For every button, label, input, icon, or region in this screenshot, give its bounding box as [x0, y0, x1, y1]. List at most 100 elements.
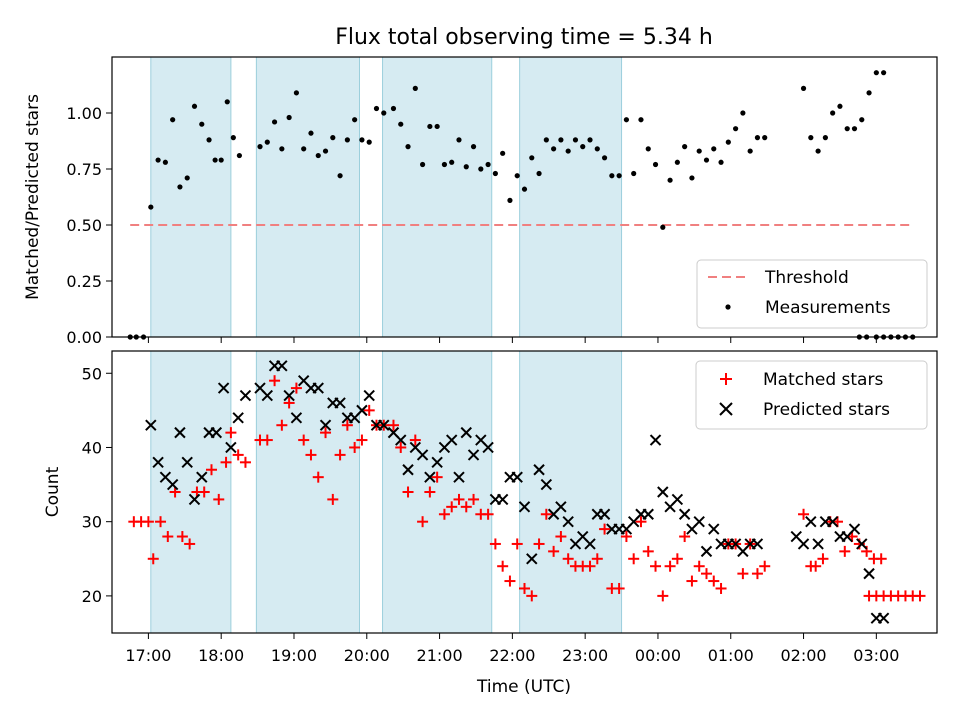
predicted-star-point: [424, 471, 436, 483]
ratio-y-ticks: 0.00 0.25 0.50 0.75 1.00: [66, 104, 112, 347]
x-tick-label: 20:00: [344, 646, 390, 665]
predicted-star-point: [261, 389, 274, 402]
measurement-point: [762, 135, 768, 141]
x-tick-label: 00:00: [635, 646, 681, 665]
predicted-legend-swatch: [719, 402, 733, 416]
y-tick-label: 20: [82, 587, 102, 606]
matched-star-point: [409, 434, 421, 446]
predicted-star-point: [555, 501, 567, 513]
measurement-point: [747, 148, 753, 154]
y-tick-label: 1.00: [66, 104, 102, 123]
predicted-star-point: [188, 493, 201, 506]
matched-star-point: [664, 560, 676, 572]
threshold-legend-label: Threshold: [764, 268, 849, 288]
measurement-point: [529, 155, 535, 161]
matched-star-point: [198, 486, 210, 498]
measurement-point: [725, 139, 731, 145]
predicted-star-point: [210, 426, 223, 439]
predicted-star-point: [196, 471, 208, 483]
measurement-point: [638, 117, 644, 123]
predicted-star-point: [826, 515, 839, 528]
observing-window: [519, 350, 623, 634]
measurements-legend-label: Measurements: [765, 298, 891, 318]
matched-star-point: [613, 582, 625, 594]
predicted-star-point: [540, 478, 553, 491]
measurement-point: [601, 155, 608, 161]
measurement-point: [580, 144, 586, 150]
measurement-point: [652, 161, 659, 168]
count-y-ticks: 20 30 40 50: [82, 364, 112, 606]
matched-star-point: [431, 471, 443, 483]
measurement-point: [492, 170, 498, 177]
matched-star-point: [162, 531, 174, 543]
matched-star-point: [635, 516, 647, 528]
predicted-star-point: [856, 538, 868, 550]
measurement-point: [352, 117, 358, 123]
matched-star-point: [519, 582, 530, 594]
measurement-point: [594, 146, 600, 152]
y-tick-label: 30: [82, 513, 102, 532]
measurement-point: [337, 173, 343, 179]
measurement-point: [373, 105, 380, 112]
measurement-point: [609, 173, 615, 179]
predicted-star-point: [334, 397, 346, 409]
predicted-star-point: [657, 486, 669, 498]
predicted-star-point: [395, 434, 407, 446]
matched-star-point: [555, 531, 567, 543]
predicted-star-point: [708, 523, 720, 535]
measurement-point: [301, 146, 307, 152]
measurement-point: [500, 150, 506, 156]
matched-star-point: [489, 538, 501, 550]
measurement-point: [572, 137, 579, 143]
matched-star-point: [327, 493, 339, 505]
measurement-point: [844, 126, 850, 132]
measurement-point: [456, 137, 462, 143]
measurement-point: [822, 135, 828, 141]
count-legend-box: [695, 360, 928, 430]
measurement-point: [558, 137, 564, 143]
predicted-legend-label: Predicted stars: [763, 400, 890, 420]
matched-star-point: [468, 493, 480, 505]
predicted-star-point: [812, 538, 824, 550]
matched-star-point: [225, 427, 237, 439]
measurement-point: [236, 152, 242, 159]
matched-star-point: [453, 493, 465, 505]
matched-star-point: [650, 560, 662, 572]
measurement-point: [441, 161, 448, 168]
matched-star-point: [497, 560, 509, 572]
measurement-point: [271, 119, 278, 125]
ratio-plot-frame: [111, 56, 938, 338]
matched-star-point: [540, 508, 552, 520]
predicted-star-point: [598, 508, 611, 520]
matched-star-point: [839, 545, 851, 557]
predicted-star-point: [562, 515, 574, 528]
matched-star-point: [349, 441, 361, 453]
measurement-point: [224, 99, 230, 105]
matched-star-point: [798, 508, 810, 520]
predicted-star-point: [402, 464, 414, 476]
matched-star-point: [334, 449, 346, 461]
measurement-point: [718, 159, 724, 165]
x-tick-label: 22:00: [489, 646, 535, 665]
measurement-point: [212, 157, 218, 163]
measurement-point: [177, 184, 183, 190]
measurement-point: [485, 161, 491, 168]
matched-star-point: [261, 434, 273, 446]
x-tick-label: 17:00: [125, 646, 171, 665]
matched-star-point: [402, 486, 414, 498]
predicted-star-point: [453, 471, 465, 483]
predicted-star-point: [232, 412, 244, 424]
measurement-point: [881, 70, 887, 76]
matched-star-point: [686, 575, 698, 587]
ratio-y-axis-label: Matched/Predicted stars: [23, 94, 43, 300]
measurement-point: [682, 144, 688, 150]
predicted-star-point: [445, 434, 458, 446]
matched-star-point: [305, 449, 317, 461]
matched-star-point: [142, 516, 154, 528]
matched-star-point: [283, 397, 295, 409]
measurement-point: [155, 157, 161, 163]
matched-star-point: [387, 419, 399, 431]
matched-star-point: [341, 419, 353, 431]
predicted-star-point: [467, 449, 480, 461]
matched-star-point: [147, 553, 159, 565]
